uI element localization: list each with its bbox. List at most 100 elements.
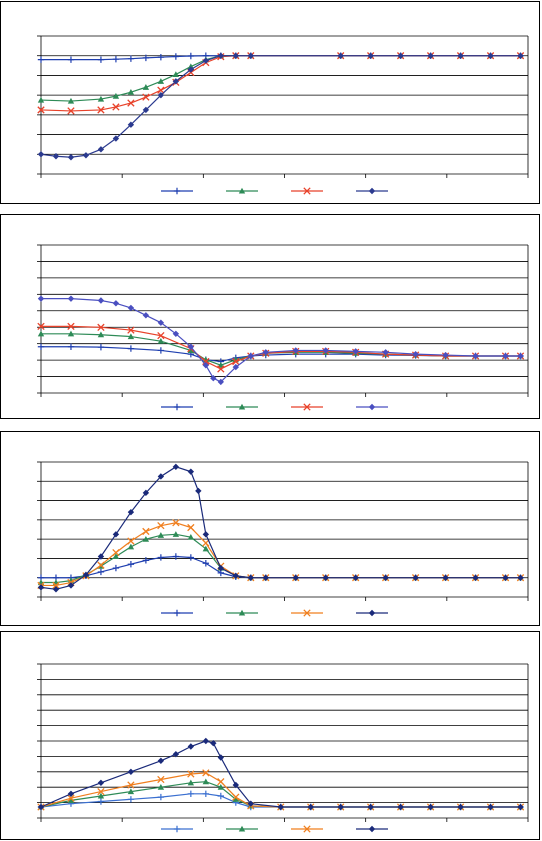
data-point: [232, 781, 239, 789]
data-point: [247, 52, 254, 59]
data-point: [97, 792, 105, 799]
data-point: [157, 78, 165, 84]
data-point: [382, 349, 389, 356]
data-point: [262, 349, 269, 356]
data-point: [187, 790, 195, 797]
legend-entry-3: [291, 187, 323, 195]
data-point: [487, 52, 494, 59]
chart-panel-2: [0, 214, 540, 419]
data-point: [172, 78, 180, 85]
data-point: [172, 71, 180, 78]
data-point: [127, 99, 135, 107]
legend-marker: [238, 825, 246, 832]
data-point: [157, 757, 165, 764]
data-point: [517, 52, 524, 59]
data-point: [127, 788, 135, 795]
data-point: [187, 347, 195, 354]
data-point: [37, 330, 45, 337]
data-point: [397, 52, 404, 59]
data-point: [157, 347, 165, 354]
data-point: [67, 797, 75, 803]
series-line: [40, 55, 521, 158]
data-point: [97, 779, 105, 786]
data-point: [307, 803, 314, 811]
data-point: [427, 803, 434, 811]
data-point: [142, 93, 150, 101]
data-point: [112, 135, 120, 142]
data-point: [37, 295, 45, 302]
data-point: [67, 343, 75, 350]
series-4: [37, 463, 524, 593]
data-point: [37, 803, 45, 811]
data-point: [127, 304, 135, 312]
legend-marker: [303, 825, 311, 833]
data-point: [97, 331, 105, 338]
data-point: [427, 52, 434, 59]
legend-marker: [368, 403, 376, 411]
chart-panel-3: [0, 431, 540, 626]
data-point: [97, 323, 105, 331]
data-point: [487, 803, 494, 811]
data-point: [157, 775, 165, 784]
data-point: [517, 803, 524, 811]
legend-entry-2: [226, 609, 258, 616]
data-point: [217, 362, 225, 368]
data-point: [517, 352, 524, 360]
data-point: [172, 519, 180, 527]
data-point: [202, 790, 210, 797]
data-point: [352, 348, 359, 355]
data-point: [157, 338, 165, 344]
data-point: [187, 343, 195, 350]
data-point: [232, 793, 240, 801]
data-point: [157, 532, 165, 538]
legend-entry-1: [161, 403, 193, 411]
series-2: [37, 52, 524, 104]
legend-marker: [303, 187, 311, 195]
series-1: [37, 52, 524, 63]
data-point: [157, 53, 165, 61]
data-point: [157, 473, 165, 480]
data-point: [112, 55, 120, 63]
data-point: [157, 331, 165, 340]
legend-entry-3: [291, 825, 323, 833]
series-line: [41, 333, 521, 366]
data-point: [67, 322, 75, 331]
legend-entry-1: [161, 609, 193, 617]
data-point: [37, 56, 45, 63]
data-point: [472, 352, 479, 360]
data-point: [142, 527, 150, 536]
data-point: [112, 531, 120, 538]
data-point: [97, 561, 105, 569]
legend-entry-4: [356, 825, 388, 833]
data-point: [97, 798, 105, 805]
data-point: [232, 357, 240, 366]
data-point: [322, 347, 329, 354]
series-3: [37, 52, 525, 115]
series-4: [37, 295, 524, 386]
chart-panel-1: [0, 1, 540, 204]
data-point: [112, 103, 120, 111]
data-point: [172, 553, 180, 560]
data-point: [97, 56, 105, 63]
legend-entry-2: [226, 187, 258, 194]
data-point: [210, 375, 217, 382]
data-point: [232, 363, 239, 371]
data-point: [157, 784, 165, 790]
data-point: [412, 350, 419, 358]
data-point: [187, 52, 195, 60]
data-point: [247, 352, 254, 360]
data-point: [232, 796, 239, 802]
legend-entry-3: [291, 403, 323, 411]
data-point: [52, 153, 60, 160]
data-point: [187, 534, 195, 540]
data-point: [67, 97, 75, 104]
legend-marker: [238, 403, 246, 410]
data-point: [82, 571, 90, 579]
data-point: [232, 52, 239, 59]
data-point: [127, 333, 135, 340]
data-point: [202, 560, 210, 567]
legend-entry-4: [356, 403, 388, 411]
data-point: [97, 787, 105, 796]
series-4: [37, 52, 524, 161]
data-point: [337, 803, 344, 811]
